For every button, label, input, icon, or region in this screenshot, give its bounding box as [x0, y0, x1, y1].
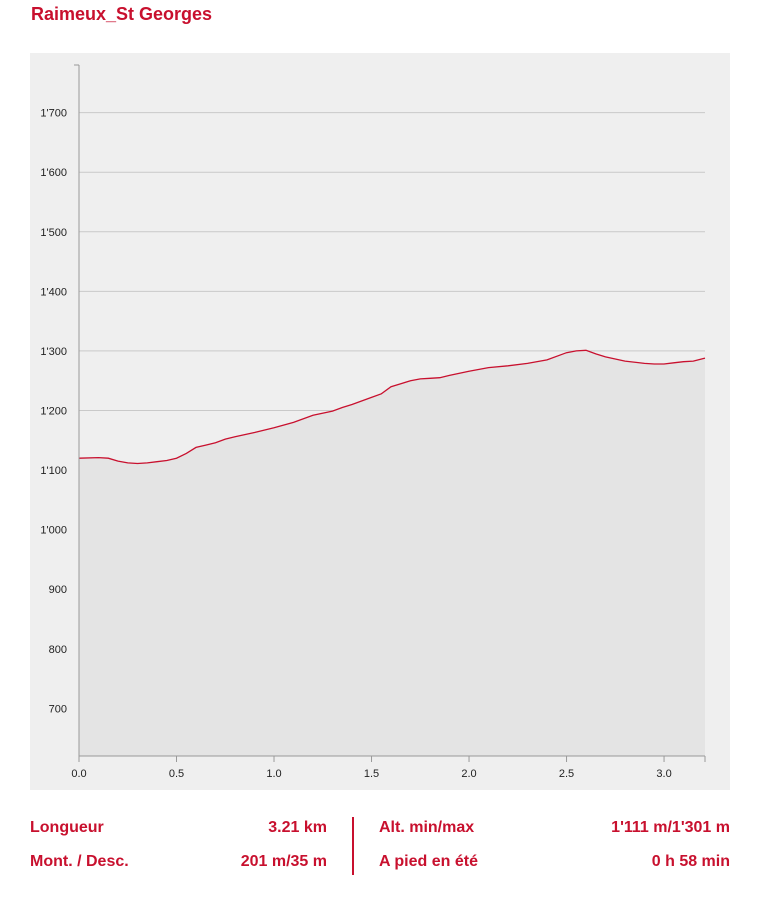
- y-tick-label: 1'500: [40, 227, 67, 239]
- length-value: 3.21 km: [268, 819, 327, 836]
- x-tick-label: 2.5: [559, 768, 574, 780]
- altitude-min-max-value: 1'111 m/1'301 m: [611, 819, 730, 836]
- elevation-chart: 700 800 900 1'000 1'100 1'200 1'300 1'400 1'500 1…: [30, 53, 730, 790]
- stats-panel: Longueur 3.21 km Mont. / Desc. 201 m/35 …: [30, 813, 730, 877]
- y-tick-label: 1'700: [40, 108, 67, 120]
- ascent-descent-label: Mont. / Desc.: [30, 853, 129, 870]
- x-tick-label: 2.0: [461, 768, 476, 780]
- y-tick-label: 800: [49, 644, 67, 656]
- x-tick-label: 1.5: [364, 768, 379, 780]
- y-tick-label: 1'300: [40, 346, 67, 358]
- elevation-line: [78, 349, 706, 465]
- stats-divider: [352, 817, 354, 875]
- elevation-profile-svg: 700 800 900 1'000 1'100 1'200 1'300 1'400 1'500 1…: [40, 64, 706, 780]
- y-tick-label: 1'600: [40, 167, 67, 179]
- altitude-min-max-label: Alt. min/max: [379, 819, 475, 836]
- y-tick-label: 1'400: [40, 286, 67, 298]
- y-tick-label: 900: [49, 584, 67, 596]
- x-tick-label: 0.5: [169, 768, 184, 780]
- y-tick-label: 700: [49, 703, 67, 715]
- y-tick-label: 1'000: [40, 525, 67, 537]
- ascent-descent-value: 201 m/35 m: [240, 853, 327, 870]
- y-tick-label: 1'100: [40, 465, 67, 477]
- length-label: Longueur: [30, 819, 104, 836]
- walking-time-value: 0 h 58 min: [651, 853, 730, 870]
- x-tick-label: 0.0: [71, 768, 86, 780]
- x-tick-label: 1.0: [266, 768, 281, 780]
- chart-title: Raimeux_St Georges: [31, 4, 213, 24]
- y-tick-label: 1'200: [40, 406, 67, 418]
- x-tick-label: 3.0: [656, 768, 671, 780]
- walking-time-label: A pied en été: [379, 853, 478, 870]
- elevation-area: [79, 350, 705, 756]
